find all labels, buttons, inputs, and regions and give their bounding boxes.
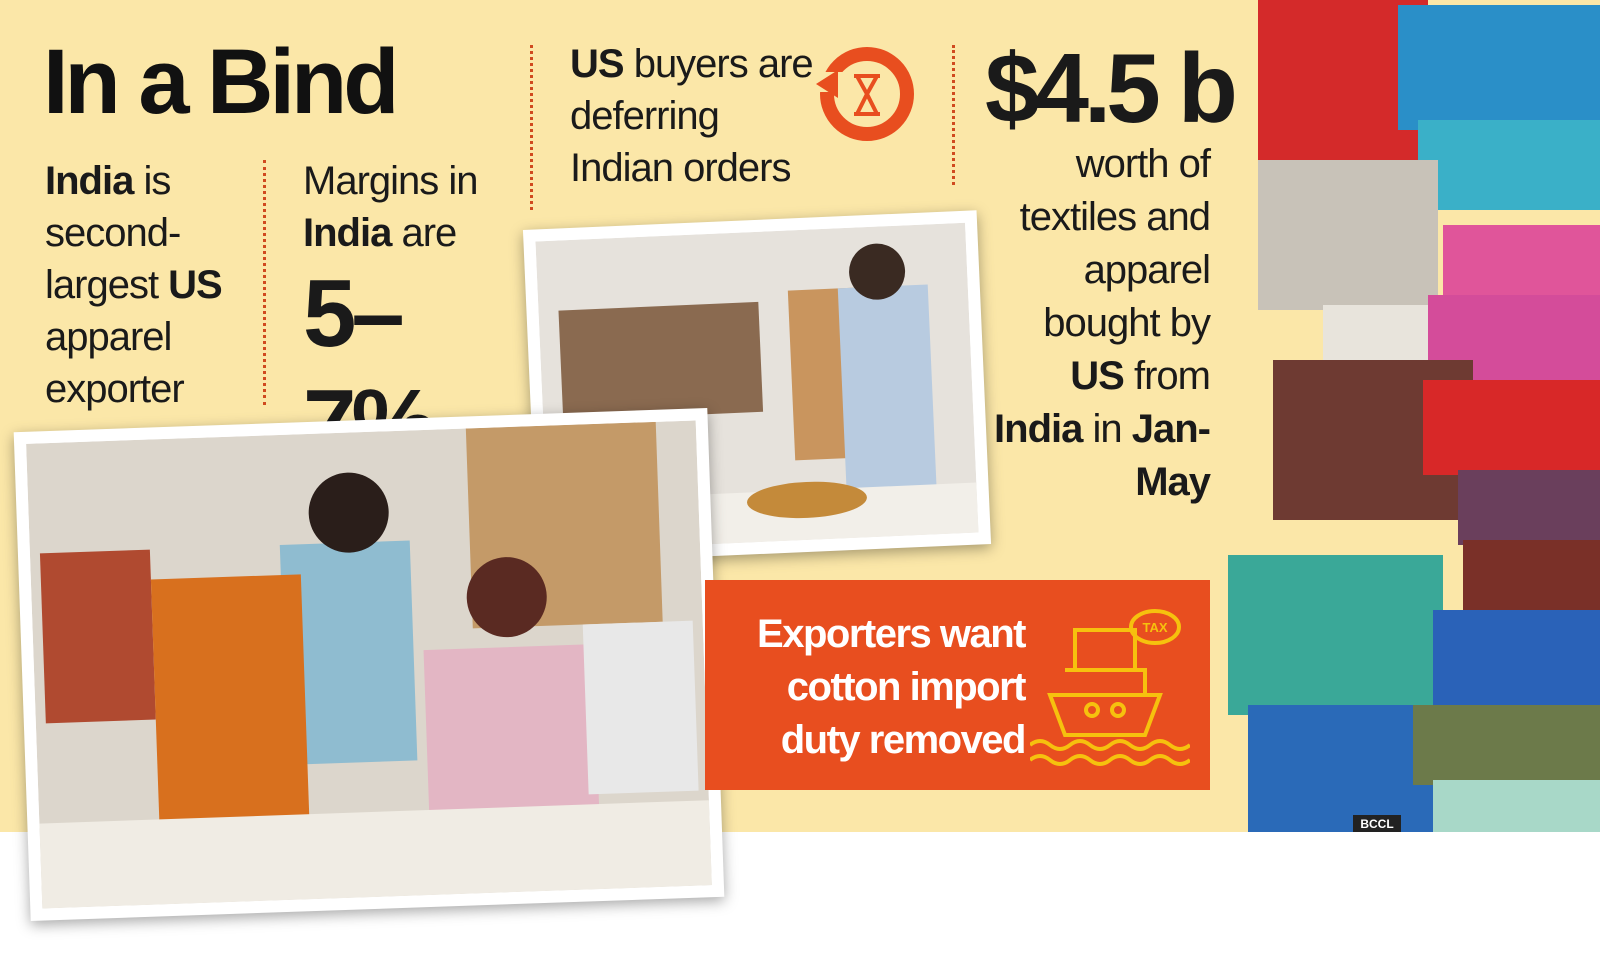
text: from <box>1123 354 1211 398</box>
photo-office <box>13 408 725 921</box>
callout-text: Exporters want cotton import duty remove… <box>757 612 1026 762</box>
bold-text: US <box>570 42 625 86</box>
text: apparel exporter <box>45 315 185 411</box>
tax-label: TAX <box>1142 620 1167 635</box>
bold-text: Jan-May <box>1131 407 1211 504</box>
credit: BCCL <box>1360 817 1393 831</box>
fact-buyers: US buyers are deferring Indian orders <box>570 38 815 194</box>
divider <box>952 45 955 185</box>
callout-box: Exporters want cotton import duty remove… <box>705 580 1210 790</box>
bold-text: US <box>1070 354 1125 398</box>
fact-trade: $4.5 b worth of textiles and apparel bou… <box>985 33 1238 509</box>
text: Margins in <box>303 159 479 203</box>
photo-image <box>26 420 712 909</box>
text: in <box>1082 407 1132 451</box>
bold-text: India <box>994 407 1083 451</box>
text: worth of textiles and apparel bought by <box>1019 142 1211 345</box>
fabric-stack: BCCL <box>1228 0 1600 832</box>
divider <box>530 45 533 210</box>
text: are <box>391 211 457 255</box>
bold-text: US <box>168 263 223 307</box>
text: buyers are deferring Indian orders <box>570 42 814 190</box>
title: In a Bind <box>43 31 399 133</box>
big-figure: $4.5 b <box>985 33 1238 143</box>
bold-text: India <box>303 211 392 255</box>
text: is second-largest <box>45 159 181 307</box>
bold-text: India <box>45 159 134 203</box>
ship-icon: TAX <box>1030 609 1190 766</box>
divider <box>263 160 266 405</box>
deferral-icon <box>816 47 914 141</box>
fact-exporter: India is second-largest US apparel expor… <box>45 155 250 415</box>
